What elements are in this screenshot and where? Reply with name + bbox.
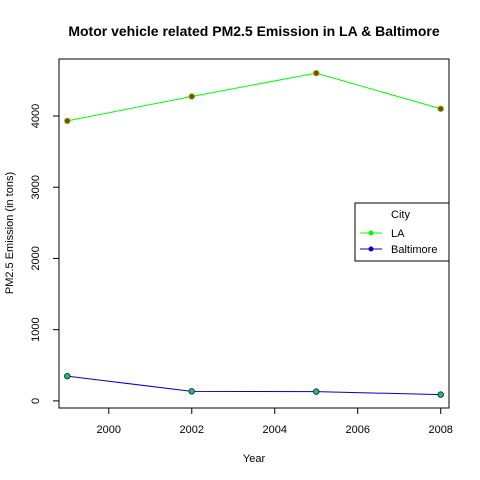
x-axis-label: Year [243, 453, 266, 465]
x-tick-label: 2002 [180, 424, 204, 436]
legend-swatch-point [368, 230, 374, 236]
x-tick-label: 2004 [263, 424, 287, 436]
chart-title: Motor vehicle related PM2.5 Emission in … [68, 23, 440, 39]
legend-entries: LA Baltimore [360, 228, 437, 256]
series-line-baltimore [67, 375, 441, 396]
y-axis: 0 1000 2000 3000 4000 [30, 104, 59, 404]
x-tick-label: 2008 [428, 424, 452, 436]
data-point-la [313, 69, 320, 77]
series-layer [64, 69, 444, 398]
x-tick-label: 2006 [345, 424, 369, 436]
data-point-la [188, 93, 195, 100]
legend-label: LA [391, 228, 405, 240]
y-tick-label: 2000 [30, 246, 42, 270]
data-point-baltimore [64, 372, 71, 380]
legend: City LA Baltimore [354, 202, 450, 262]
y-tick-label: 1000 [30, 317, 42, 341]
data-point-baltimore [188, 388, 195, 395]
data-point-la [64, 117, 71, 125]
data-point-baltimore [313, 388, 320, 395]
y-axis-label: PM2.5 Emission (in tons) [4, 172, 16, 294]
y-tick-label: 0 [30, 398, 42, 404]
legend-swatch-point [368, 246, 374, 252]
legend-title: City [391, 209, 410, 221]
legend-label: Baltimore [391, 244, 437, 256]
x-tick-label: 2000 [97, 424, 121, 436]
y-tick-label: 3000 [30, 175, 42, 199]
x-axis: 2000 2002 2004 2006 2008 [97, 408, 453, 436]
y-tick-label: 4000 [30, 104, 42, 128]
series-line-la [67, 72, 441, 122]
data-point-baltimore [437, 391, 444, 398]
data-point-la [437, 105, 444, 112]
